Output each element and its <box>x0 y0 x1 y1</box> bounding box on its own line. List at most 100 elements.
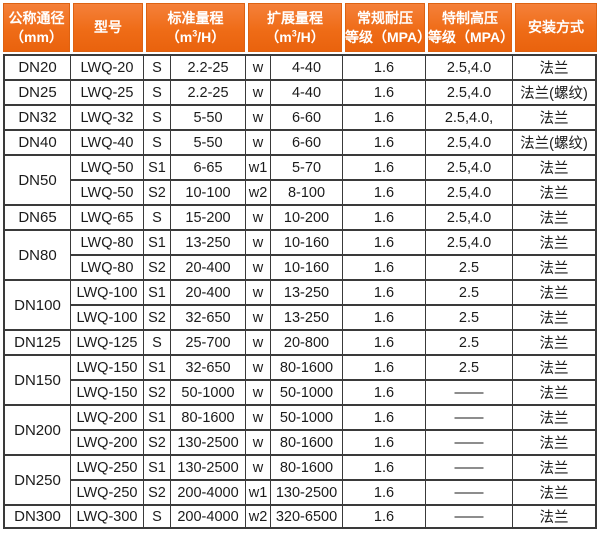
cell-model: LWQ-25 <box>70 79 143 104</box>
cell-regular-pressure: 1.6 <box>342 354 425 379</box>
header-text: 安装方式 <box>528 19 584 36</box>
cell-standard-code: S <box>143 79 170 104</box>
cell-regular-pressure: 1.6 <box>342 229 425 254</box>
header-text: 公称通径 <box>8 10 65 27</box>
table-row: DN50 LWQ-50 S1 6-65 w1 5-70 1.6 2.5,4.0 法兰 <box>3 154 597 204</box>
cell-special-pressure: 2.5,4.0 <box>425 79 512 104</box>
cell-regular-pressure: 1.6 <box>342 279 425 304</box>
table-row: DN32 LWQ-32 S 5-50 w 6-60 1.6 2.5,4.0, 法兰 <box>3 104 597 129</box>
cell-standard-range: 50-1000 <box>170 379 245 404</box>
header-row: 公称通径 （mm） 型号 标准量程 （m3/H） 扩展量程 （m3/H） 常规耐… <box>3 3 597 54</box>
cell-standard-code: S <box>143 104 170 129</box>
cell-extended-code: w <box>245 104 270 129</box>
cell-special-pressure: —— <box>425 429 512 454</box>
cell-nominal-diameter: DN125 <box>3 329 70 354</box>
cell-extended-range: 10-160 <box>270 229 342 254</box>
cell-special-pressure: 2.5,4.0 <box>425 54 512 79</box>
cell-standard-code: S <box>143 329 170 354</box>
cell-model: LWQ-150 <box>70 379 143 404</box>
cell-installation: 法兰 <box>512 229 597 254</box>
cell-model: LWQ-200 <box>70 404 143 429</box>
cell-standard-code: S <box>143 129 170 154</box>
cell-model: LWQ-100 <box>70 304 143 329</box>
cell-installation: 法兰 <box>512 154 597 179</box>
cell-regular-pressure: 1.6 <box>342 404 425 429</box>
cell-standard-range: 25-700 <box>170 329 245 354</box>
cell-extended-range: 320-6500 <box>270 504 342 529</box>
unit-prefix: （m <box>265 28 292 45</box>
cell-nominal-diameter: DN50 <box>3 154 70 204</box>
cell-extended-range: 50-1000 <box>270 379 342 404</box>
cell-standard-range: 15-200 <box>170 204 245 229</box>
table-row: DN80 LWQ-80 S1 13-250 w 10-160 1.6 2.5,4.0 法兰 <box>3 229 597 279</box>
cell-standard-range: 10-100 <box>170 179 245 204</box>
cell-extended-code: w <box>245 379 270 404</box>
header-installation: 安装方式 <box>512 3 597 54</box>
cell-installation: 法兰 <box>512 354 597 379</box>
header-regular-pressure: 常规耐压 等级（MPA） <box>342 3 425 54</box>
cell-special-pressure: 2.5 <box>425 354 512 379</box>
cell-extended-range: 5-70 <box>270 154 342 179</box>
unit-prefix: （m <box>165 28 193 45</box>
cell-installation: 法兰 <box>512 279 597 304</box>
cell-extended-code: w <box>245 204 270 229</box>
cell-model: LWQ-125 <box>70 329 143 354</box>
cell-standard-range: 6-65 <box>170 154 245 179</box>
unit-suffix: /H） <box>197 28 226 45</box>
cell-extended-range: 20-800 <box>270 329 342 354</box>
cell-standard-range: 200-4000 <box>170 479 245 504</box>
cell-nominal-diameter: DN20 <box>3 54 70 79</box>
cell-standard-code: S1 <box>143 229 170 254</box>
table-row: DN100 LWQ-100 S1 20-400 w 13-250 1.6 2.5 法兰 <box>3 279 597 329</box>
unit-sup: 3 <box>291 27 297 38</box>
cell-extended-range: 80-1600 <box>270 454 342 479</box>
cell-model: LWQ-50 <box>70 179 143 204</box>
cell-extended-range: 13-250 <box>270 279 342 304</box>
cell-standard-range: 2.2-25 <box>170 54 245 79</box>
cell-extended-code: w <box>245 254 270 279</box>
cell-installation: 法兰 <box>512 304 597 329</box>
cell-regular-pressure: 1.6 <box>342 79 425 104</box>
header-text: 等级（MPA） <box>428 28 512 45</box>
cell-regular-pressure: 1.6 <box>342 504 425 529</box>
cell-extended-range: 80-1600 <box>270 429 342 454</box>
cell-regular-pressure: 1.6 <box>342 254 425 279</box>
cell-standard-code: S <box>143 204 170 229</box>
cell-special-pressure: 2.5,4.0 <box>425 129 512 154</box>
table-row: LWQ-150 S2 50-1000 w 50-1000 1.6 —— 法兰 <box>3 379 597 404</box>
flow-meter-spec-table: 公称通径 （mm） 型号 标准量程 （m3/H） 扩展量程 （m3/H） 常规耐… <box>3 3 597 529</box>
cell-extended-code: w2 <box>245 504 270 529</box>
cell-regular-pressure: 1.6 <box>342 329 425 354</box>
cell-regular-pressure: 1.6 <box>342 379 425 404</box>
cell-extended-range: 4-40 <box>270 54 342 79</box>
cell-special-pressure: 2.5 <box>425 329 512 354</box>
cell-standard-range: 2.2-25 <box>170 79 245 104</box>
cell-extended-code: w <box>245 79 270 104</box>
cell-standard-code: S2 <box>143 379 170 404</box>
cell-extended-code: w <box>245 304 270 329</box>
cell-extended-range: 4-40 <box>270 79 342 104</box>
cell-model: LWQ-150 <box>70 354 143 379</box>
header-unit: （m3/H） <box>248 28 342 46</box>
cell-installation: 法兰 <box>512 404 597 429</box>
cell-special-pressure: 2.5,4.0 <box>425 204 512 229</box>
cell-standard-code: S1 <box>143 454 170 479</box>
cell-installation: 法兰 <box>512 54 597 79</box>
cell-special-pressure: —— <box>425 379 512 404</box>
cell-extended-range: 10-160 <box>270 254 342 279</box>
cell-standard-range: 130-2500 <box>170 454 245 479</box>
cell-model: LWQ-250 <box>70 479 143 504</box>
cell-special-pressure: 2.5,4.0 <box>425 229 512 254</box>
table-row: LWQ-80 S2 20-400 w 10-160 1.6 2.5 法兰 <box>3 254 597 279</box>
cell-standard-range: 32-650 <box>170 354 245 379</box>
cell-standard-code: S <box>143 54 170 79</box>
cell-regular-pressure: 1.6 <box>342 129 425 154</box>
cell-special-pressure: —— <box>425 404 512 429</box>
cell-standard-range: 80-1600 <box>170 404 245 429</box>
cell-model: LWQ-50 <box>70 154 143 179</box>
unit-suffix: /H） <box>296 28 325 45</box>
cell-nominal-diameter: DN25 <box>3 79 70 104</box>
cell-installation: 法兰(螺纹) <box>512 129 597 154</box>
cell-extended-range: 13-250 <box>270 304 342 329</box>
